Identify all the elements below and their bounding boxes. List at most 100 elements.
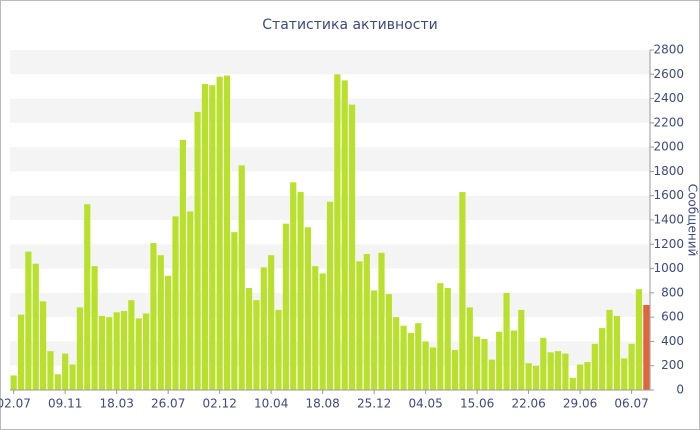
y-tick-label: 200	[661, 358, 684, 372]
grid-band	[10, 147, 650, 172]
bar	[245, 288, 253, 390]
y-tick-label: 1200	[653, 237, 684, 251]
bar	[466, 307, 473, 390]
x-tick-label: 18.03	[99, 397, 133, 411]
bar	[621, 358, 628, 390]
bar	[201, 84, 209, 390]
bar	[341, 80, 348, 390]
bar	[179, 139, 186, 390]
bar	[150, 243, 157, 390]
bar	[216, 76, 223, 390]
bar	[209, 85, 216, 390]
bar	[91, 266, 98, 390]
x-tick-label: 22.06	[511, 397, 545, 411]
bar	[348, 104, 356, 391]
bar	[444, 288, 451, 390]
bar	[628, 343, 635, 390]
bar	[223, 75, 231, 390]
y-tick-label: 1000	[653, 261, 684, 275]
bar	[297, 192, 304, 390]
bar	[268, 255, 275, 390]
bar	[32, 263, 39, 390]
bar	[606, 309, 613, 390]
bar	[613, 315, 620, 390]
bar	[554, 351, 562, 390]
bar	[488, 359, 495, 390]
bar	[187, 211, 194, 390]
bar	[290, 182, 297, 390]
bar	[437, 283, 444, 390]
chart-title: Статистика активности	[262, 17, 437, 33]
y-tick-label: 800	[661, 285, 684, 299]
bar	[378, 252, 385, 390]
x-tick-label: 02.07	[0, 397, 31, 411]
bar	[363, 254, 370, 390]
bar	[312, 266, 319, 390]
bar	[584, 362, 591, 390]
x-tick-label: 06.07	[614, 397, 648, 411]
y-tick-label: 600	[661, 310, 684, 324]
bar	[172, 216, 179, 390]
bar	[282, 223, 289, 390]
grid-band	[10, 50, 650, 75]
bar	[69, 364, 76, 390]
bar	[231, 232, 238, 390]
bar	[40, 301, 47, 390]
bar	[393, 317, 400, 390]
bar	[429, 347, 437, 390]
bar	[62, 353, 69, 390]
bar	[253, 300, 260, 390]
bar	[400, 325, 407, 390]
bar	[356, 261, 363, 390]
bar	[238, 165, 245, 390]
x-tick-label: 26.07	[151, 397, 185, 411]
bar	[496, 331, 503, 390]
bar	[17, 314, 25, 390]
bar	[84, 204, 91, 390]
x-tick-label: 04.05	[408, 397, 442, 411]
bar	[407, 332, 415, 390]
x-tick-label: 02.12	[202, 397, 236, 411]
bar	[106, 317, 113, 390]
bar	[128, 300, 135, 390]
bar	[385, 294, 392, 390]
y-tick-label: 2800	[653, 43, 684, 57]
bar	[275, 309, 282, 390]
y-tick-label: 1800	[653, 164, 684, 178]
bar	[415, 323, 422, 390]
y-tick-label: 2000	[653, 140, 684, 154]
x-tick-label: 09.11	[48, 397, 82, 411]
y-tick-label: 0	[676, 383, 684, 397]
bar	[518, 309, 525, 390]
bar	[120, 311, 128, 390]
bar	[422, 341, 429, 390]
bar	[525, 363, 532, 390]
x-tick-label: 29.06	[563, 397, 597, 411]
bar	[76, 307, 83, 390]
grid-band	[10, 98, 650, 123]
bar	[113, 312, 120, 390]
bar	[451, 349, 459, 390]
bar	[635, 289, 643, 390]
y-tick-label: 1400	[653, 213, 684, 227]
x-tick-label: 10.04	[254, 397, 288, 411]
y-tick-label: 400	[661, 334, 684, 348]
bar	[54, 374, 61, 390]
bar	[577, 364, 584, 390]
bar	[334, 74, 341, 391]
y-tick-label: 2200	[653, 115, 684, 129]
bar	[599, 328, 606, 390]
bar	[503, 292, 510, 390]
bar	[591, 343, 598, 390]
bar	[165, 275, 172, 390]
y-tick-label: 2400	[653, 91, 684, 105]
bar	[510, 330, 517, 390]
bar	[260, 267, 267, 390]
bar	[98, 315, 106, 390]
bar	[643, 305, 650, 390]
bar	[304, 227, 312, 390]
bar	[547, 352, 554, 390]
bar	[157, 255, 164, 390]
bar	[10, 375, 17, 390]
